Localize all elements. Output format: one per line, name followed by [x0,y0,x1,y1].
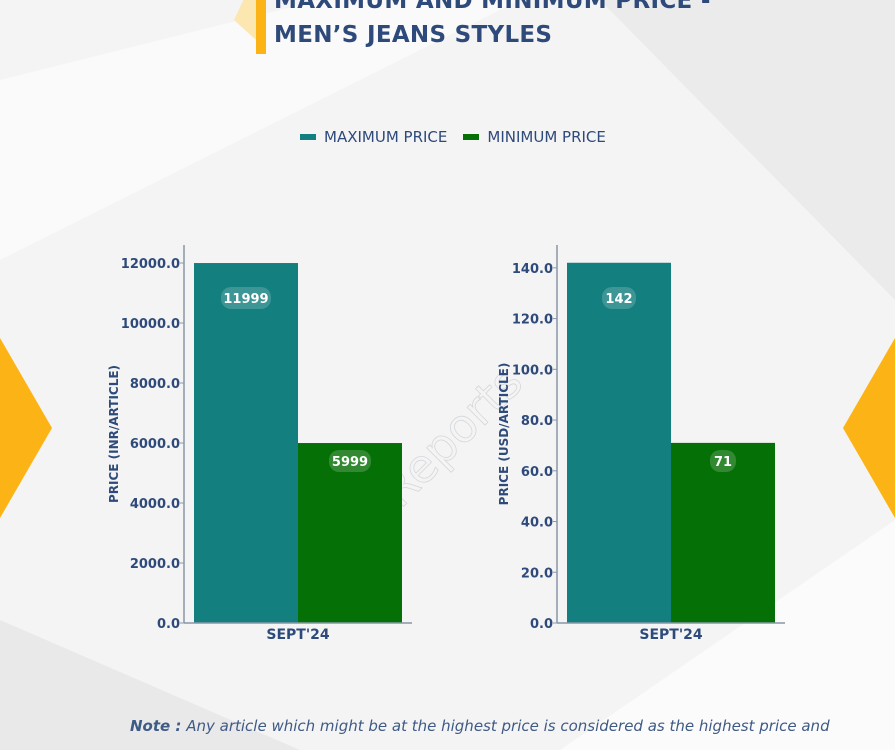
bar-maximum [194,263,298,623]
bar-maximum [567,262,671,623]
x-tick-label: SEPT'24 [639,627,702,643]
y-tick-label: 60.0 [521,465,553,480]
title-accent-icon [234,0,266,54]
footnote: Note : Any article which might be at the… [130,712,830,740]
y-tick-label: 0.0 [157,617,180,632]
chart-legend: MAXIMUM PRICE MINIMUM PRICE [300,128,622,146]
y-axis-label: PRICE (INR/ARTICLE) [107,365,121,503]
y-tick-label: 2000.0 [130,557,180,572]
bar-minimum [671,442,775,623]
data-label: 5999 [332,455,368,470]
data-label: 11999 [223,292,268,307]
data-label-badge [221,287,271,309]
data-label-badge [602,287,636,309]
legend-label-maximum: MAXIMUM PRICE [324,128,448,146]
footnote-prefix: Note : [130,717,182,735]
legend-item-minimum: MINIMUM PRICE [463,128,606,146]
left-arrow-decoration [0,338,52,518]
data-label-badge [710,450,736,472]
data-label: 71 [714,455,732,470]
y-tick-label: 4000.0 [130,497,180,512]
y-tick-label: 100.0 [512,363,553,378]
y-tick-label: 80.0 [521,414,553,429]
x-tick-label: SEPT'24 [266,627,329,643]
legend-swatch-maximum [300,134,316,140]
page-title-line2: MEN’S JEANS STYLES [274,22,553,48]
y-axis-label: PRICE (USD/ARTICLE) [497,363,511,506]
page-title-line1: MAXIMUM AND MINIMUM PRICE - [274,0,711,14]
footnote-text: Any article which might be at the highes… [186,717,830,735]
bar-minimum [298,443,402,623]
legend-swatch-minimum [463,134,480,140]
y-tick-label: 40.0 [521,516,553,531]
data-label-badge [329,450,371,472]
y-tick-label: 20.0 [521,566,553,581]
y-tick-label: 8000.0 [130,377,180,392]
legend-item-maximum: MAXIMUM PRICE [300,128,447,146]
data-label: 142 [605,292,632,307]
right-arrow-decoration [843,338,895,518]
y-tick-label: 0.0 [530,617,553,632]
y-tick-label: 10000.0 [121,317,180,332]
y-tick-label: 12000.0 [121,257,180,272]
legend-label-minimum: MINIMUM PRICE [487,128,606,146]
y-tick-label: 140.0 [512,262,553,277]
y-tick-label: 120.0 [512,313,553,328]
y-tick-label: 6000.0 [130,437,180,452]
